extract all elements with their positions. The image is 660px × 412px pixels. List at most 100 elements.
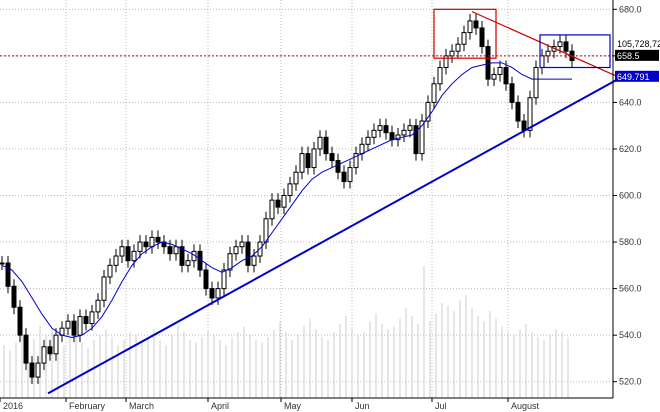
candle-body xyxy=(389,132,395,141)
candle-body xyxy=(485,46,491,80)
candle-body xyxy=(29,362,35,378)
candle-body xyxy=(437,66,443,85)
candle-body xyxy=(413,125,419,155)
candle-body xyxy=(545,50,551,57)
candle-body xyxy=(497,66,503,75)
candle-body xyxy=(215,288,221,299)
volume-value-tag: 105,728,72 xyxy=(615,38,660,50)
candle-body xyxy=(11,285,17,308)
candle-body xyxy=(353,153,359,169)
candle-body xyxy=(365,136,371,145)
x-axis-ticks: 2016 February March April May Jun Jul August xyxy=(0,398,540,411)
highlight-box xyxy=(539,34,611,69)
candle-body xyxy=(89,311,95,325)
candle-body xyxy=(335,160,341,173)
candle-body xyxy=(65,320,71,329)
candle-body xyxy=(137,241,143,252)
candle-body xyxy=(0,262,5,265)
candle-body xyxy=(473,20,479,29)
candle-body xyxy=(359,143,365,155)
price-tag-box xyxy=(615,38,659,50)
candle-body xyxy=(371,129,377,138)
candle-body xyxy=(95,299,101,313)
candle-body xyxy=(17,306,23,336)
candle-body xyxy=(557,41,563,48)
x-tick-label: March xyxy=(129,401,154,411)
candle-body xyxy=(449,50,455,57)
price-tag-label: 658.5 xyxy=(617,51,640,61)
candle-body xyxy=(83,316,89,325)
candle-body xyxy=(299,153,305,173)
candle-body xyxy=(71,320,77,336)
candle-body xyxy=(185,260,191,266)
candle-body xyxy=(419,120,425,155)
candle-body xyxy=(179,246,185,266)
candle-body xyxy=(323,136,329,155)
y-tick-label: 580.0 xyxy=(619,237,642,247)
volume-bars xyxy=(3,266,569,398)
candle-body xyxy=(143,241,149,248)
candle-body xyxy=(527,97,533,131)
y-axis-ticks: 520.0540.0560.0580.0600.0620.0640.0660.0… xyxy=(613,4,642,387)
x-tick-label: 2016 xyxy=(3,401,23,411)
candle-body xyxy=(521,120,527,131)
x-tick-label: April xyxy=(211,401,229,411)
candle-body xyxy=(239,241,245,248)
y-tick-label: 680.0 xyxy=(619,4,642,14)
y-tick-label: 600.0 xyxy=(619,191,642,201)
x-tick-label: Jun xyxy=(355,401,370,411)
candle-body xyxy=(491,73,497,80)
last-price-tag: 658.5 xyxy=(615,49,659,61)
candle-body xyxy=(533,66,539,99)
candle-body xyxy=(119,246,125,257)
candle-body xyxy=(209,288,215,299)
candle-body xyxy=(47,346,53,355)
price-tag-label: 649.791 xyxy=(617,72,650,82)
x-tick-label: May xyxy=(284,401,302,411)
candle-body xyxy=(317,136,323,150)
candle-body xyxy=(341,171,347,183)
grid-layer xyxy=(0,0,613,398)
candle-body xyxy=(479,27,485,48)
candle-body xyxy=(107,264,113,278)
candle-body xyxy=(53,334,59,355)
candle-body xyxy=(155,236,161,243)
candle-body xyxy=(293,171,299,185)
moving-average-line xyxy=(1,62,572,338)
candle-body xyxy=(41,346,47,364)
y-tick-label: 640.0 xyxy=(619,97,642,107)
candle-body xyxy=(203,269,209,290)
price-tag-label: 105,728,72 xyxy=(617,39,660,49)
candle-body xyxy=(509,83,515,103)
candle-body xyxy=(101,276,107,301)
candle-body xyxy=(125,246,131,262)
x-tick-label: February xyxy=(69,401,106,411)
candle-body xyxy=(113,255,119,266)
candle-body xyxy=(401,129,407,136)
candle-body xyxy=(167,246,173,255)
x-tick-label: August xyxy=(511,401,540,411)
candle-body xyxy=(287,183,293,197)
candle-body xyxy=(329,153,335,162)
candle-body xyxy=(455,43,461,52)
candle-body xyxy=(227,253,233,271)
candle-body xyxy=(77,316,83,336)
candle-body xyxy=(311,148,317,169)
trendline xyxy=(47,78,619,395)
candle-body xyxy=(233,246,239,255)
candle-body xyxy=(269,199,275,220)
y-tick-label: 560.0 xyxy=(619,284,642,294)
candles xyxy=(0,13,575,385)
annotations xyxy=(0,8,619,395)
candle-body xyxy=(275,199,281,208)
candle-body xyxy=(563,41,569,52)
candle-body xyxy=(35,362,41,378)
candle-body xyxy=(383,125,389,134)
price-tag-box xyxy=(615,70,659,82)
candle-body xyxy=(467,20,473,34)
candle-body xyxy=(23,334,29,364)
candle-body xyxy=(221,269,227,290)
candle-body xyxy=(263,218,269,243)
candle-body xyxy=(251,255,257,266)
